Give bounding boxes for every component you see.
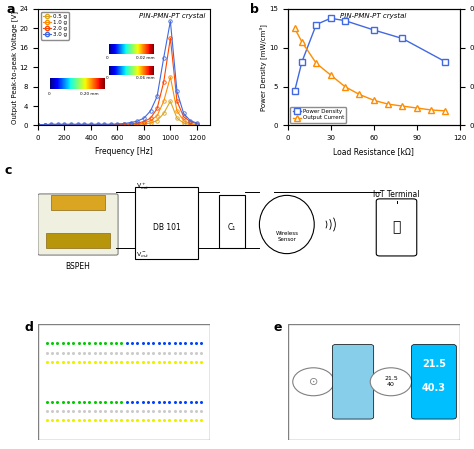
Text: 40.3: 40.3 [422,383,446,392]
Text: PIN-PMN-PT crystal: PIN-PMN-PT crystal [340,13,407,18]
Legend: Power Density, Output Current: Power Density, Output Current [291,107,346,123]
Circle shape [370,368,411,396]
Text: 📱: 📱 [392,220,401,234]
X-axis label: Frequency [Hz]: Frequency [Hz] [95,147,153,156]
Output Current [371,97,376,103]
Text: c: c [4,164,11,177]
Y-axis label: Power Density [mW/cm³]: Power Density [mW/cm³] [260,24,267,110]
Text: Wireless
Sensor: Wireless Sensor [275,231,298,242]
Output Current [313,61,319,66]
Ellipse shape [259,195,314,254]
Text: 21.5
40: 21.5 40 [384,376,398,387]
Text: ⊙: ⊙ [309,377,318,387]
Power Density [328,16,334,21]
Power Density [371,27,376,33]
Polygon shape [51,195,105,210]
Output Current [292,26,298,31]
Line: Power Density: Power Density [292,16,448,93]
Legend: 0.5 g, 1.0 g, 2.0 g, 3.0 g: 0.5 g, 1.0 g, 2.0 g, 3.0 g [41,12,69,40]
Bar [219,195,245,248]
Text: PIN-PMN-PT crystal: PIN-PMN-PT crystal [138,13,205,18]
Bar [135,187,198,260]
Output Current [428,107,434,113]
Text: DB 101: DB 101 [153,223,181,232]
Text: 21.5: 21.5 [422,359,446,369]
FancyBboxPatch shape [411,344,456,419]
Output Current [342,84,348,89]
Power Density [299,59,305,65]
Text: BSPEH: BSPEH [65,262,91,271]
Power Density [400,36,405,41]
Output Current [299,40,305,45]
Output Current [356,92,362,97]
Power Density [342,18,348,23]
FancyBboxPatch shape [332,344,374,419]
Output Current [443,108,448,114]
Power Density [313,22,319,27]
Output Current [328,72,334,78]
Polygon shape [46,233,109,248]
Text: d: d [24,321,33,334]
Text: IoT Terminal: IoT Terminal [373,189,420,198]
Y-axis label: Output Peak-to-peak Voltage [V]: Output Peak-to-peak Voltage [V] [11,11,18,124]
Output Current [414,106,419,111]
Power Density [443,59,448,65]
Text: e: e [274,321,283,334]
Text: a: a [7,3,16,16]
Circle shape [293,368,334,396]
Line: Output Current: Output Current [292,26,448,114]
FancyBboxPatch shape [38,194,118,255]
Output Current [385,101,391,107]
FancyBboxPatch shape [376,199,417,256]
Text: V$_{out}^-$: V$_{out}^-$ [136,251,149,260]
Text: V$_{out}^+$: V$_{out}^+$ [136,181,149,192]
Power Density [292,88,298,93]
Text: b: b [250,3,259,16]
Text: C₁: C₁ [228,223,236,232]
X-axis label: Load Resistance [kΩ]: Load Resistance [kΩ] [333,147,414,156]
Output Current [400,103,405,109]
